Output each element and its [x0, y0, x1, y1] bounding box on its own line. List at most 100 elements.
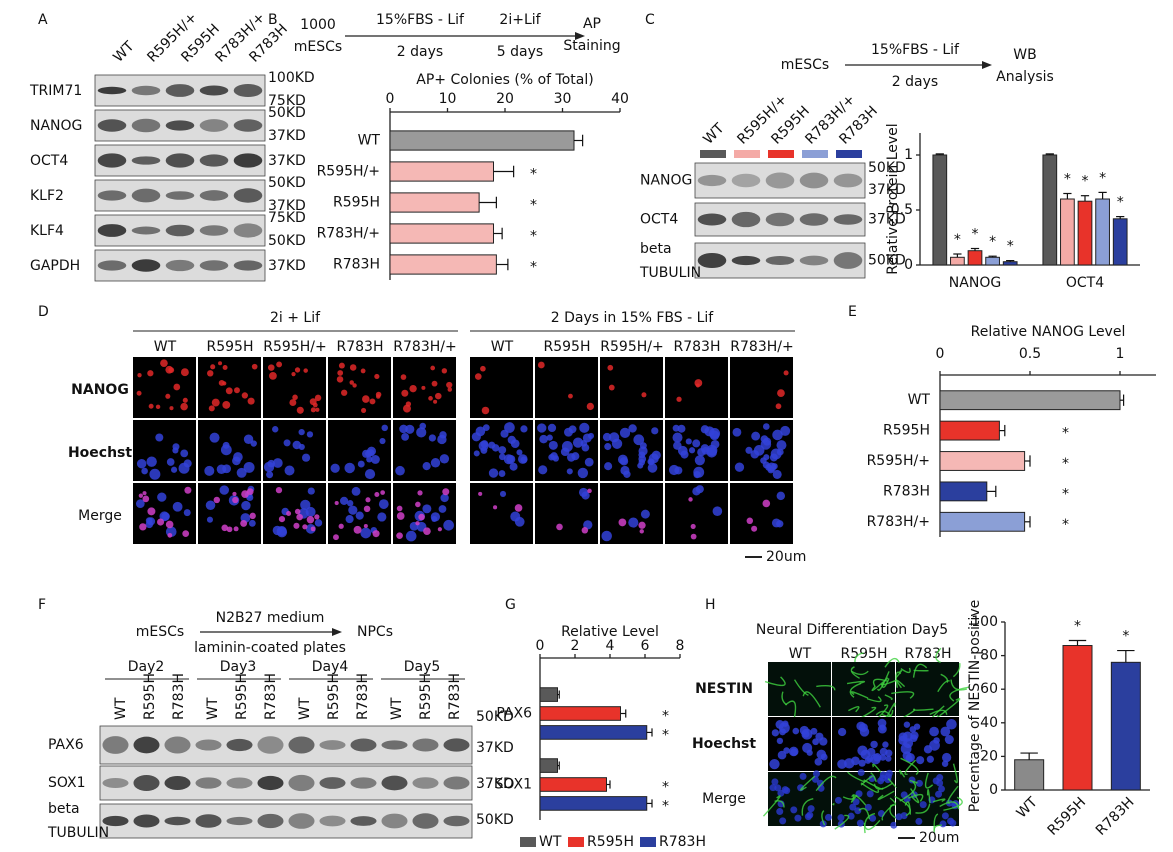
nanog-spot	[147, 507, 156, 516]
blot-band	[131, 188, 161, 203]
label: WT	[110, 38, 137, 65]
nanog-spot	[369, 398, 376, 405]
nanog-spot	[481, 406, 490, 415]
nucleus	[241, 500, 251, 511]
nanog-spot	[537, 361, 545, 369]
blot-band	[319, 815, 346, 827]
nanog-spot	[353, 525, 362, 534]
x-tick-label: 8	[676, 638, 685, 654]
nucleus	[499, 490, 507, 498]
micrograph-content	[775, 370, 789, 410]
fiber	[872, 763, 882, 773]
micrograph-content	[272, 486, 323, 538]
bar	[539, 777, 607, 792]
error-bar	[1024, 455, 1031, 467]
bar	[1042, 154, 1058, 266]
micrograph-content	[556, 487, 593, 534]
error-bar	[496, 258, 509, 271]
chart-title: Relative Level	[561, 624, 659, 640]
significance: *	[530, 229, 537, 245]
micrograph	[730, 357, 793, 418]
nucleus	[498, 470, 506, 477]
nucleus	[685, 438, 692, 445]
nucleus	[419, 422, 427, 430]
fiber	[884, 694, 893, 701]
label: mESCs	[136, 624, 184, 640]
nucleus	[401, 432, 410, 441]
nucleus	[837, 814, 845, 822]
micrograph	[328, 357, 391, 418]
label: Day3	[220, 659, 257, 675]
size-marker: 50KD	[476, 709, 514, 725]
nucleus	[364, 468, 376, 480]
nucleus	[915, 779, 923, 787]
nanog-spot	[337, 370, 344, 376]
blot-band	[319, 740, 346, 750]
error-bar	[493, 165, 515, 178]
x-tick-label: 40	[611, 91, 629, 107]
nucleus	[651, 427, 659, 435]
error-bar	[1024, 516, 1031, 528]
blot-band	[443, 776, 470, 790]
x-tick-label: 0	[386, 91, 395, 107]
category-label: R595H	[883, 423, 930, 439]
fiber	[877, 671, 890, 691]
nucleus	[913, 723, 921, 730]
nucleus	[792, 727, 800, 735]
nanog-spot	[349, 364, 357, 371]
bar	[539, 706, 621, 721]
bar	[1077, 200, 1093, 266]
nucleus	[379, 437, 386, 445]
blot-band	[97, 153, 127, 168]
error-bar	[988, 255, 997, 258]
bar	[950, 256, 965, 266]
blot-band	[133, 814, 160, 828]
nucleus	[345, 515, 354, 524]
nucleus	[475, 426, 486, 437]
blot-band	[102, 736, 129, 754]
micrograph-content	[396, 488, 454, 542]
nucleus	[745, 446, 753, 454]
nanog-spot	[338, 523, 344, 529]
nucleus	[916, 756, 925, 765]
blot-band	[165, 224, 195, 237]
y-tick-label: 0.5	[891, 202, 913, 218]
blot-band	[165, 84, 195, 97]
blot-band	[765, 255, 795, 266]
nucleus	[936, 774, 944, 782]
label: 15%FBS - Lif	[376, 12, 465, 28]
nanog-spot	[401, 389, 409, 397]
blot	[99, 803, 473, 839]
nanog-spot	[396, 532, 403, 540]
blot-band	[199, 260, 229, 271]
blot-band	[697, 174, 727, 187]
legend-swatch	[568, 837, 584, 847]
micrograph-content	[204, 432, 257, 478]
error-bar	[1116, 216, 1125, 219]
nucleus	[510, 439, 520, 449]
nanog-spot	[695, 383, 700, 388]
label: TUBULIN	[47, 825, 109, 841]
fiber	[863, 812, 876, 834]
fiber	[929, 709, 948, 716]
nucleus	[620, 465, 630, 476]
blot-band	[102, 777, 129, 789]
nucleus	[509, 462, 518, 471]
nucleus	[819, 737, 828, 746]
nucleus	[514, 516, 525, 527]
nanog-spot	[310, 407, 316, 413]
fiber	[846, 680, 866, 685]
category-label: R783H/+	[867, 514, 930, 530]
nucleus	[503, 454, 514, 465]
nucleus	[272, 458, 283, 468]
nanog-spot	[638, 521, 646, 529]
nucleus	[284, 465, 295, 476]
error-bar	[1006, 260, 1015, 262]
fiber	[872, 678, 888, 687]
nanog-spot	[306, 516, 315, 524]
y-tick-label: 60	[980, 681, 998, 697]
micrograph-content	[474, 365, 490, 415]
nucleus	[807, 805, 815, 813]
bar	[539, 687, 558, 702]
significance: *	[662, 727, 669, 743]
